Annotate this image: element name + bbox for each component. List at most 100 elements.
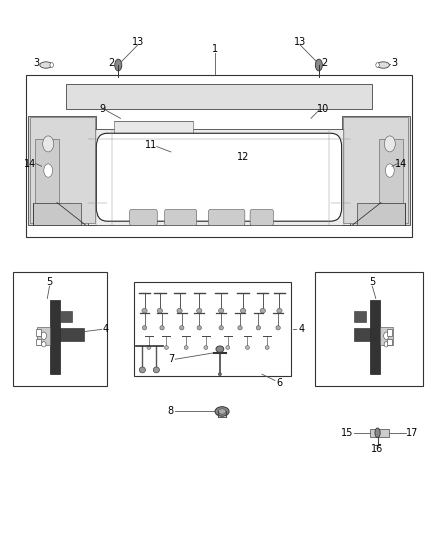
Ellipse shape	[40, 62, 52, 68]
Bar	[354, 328, 370, 341]
Ellipse shape	[277, 308, 282, 313]
Ellipse shape	[139, 367, 145, 373]
Bar	[370, 429, 389, 437]
Ellipse shape	[115, 59, 122, 71]
Text: 14: 14	[395, 159, 407, 168]
Text: 2: 2	[321, 58, 327, 68]
Ellipse shape	[384, 136, 395, 152]
Ellipse shape	[315, 59, 322, 71]
Bar	[26, 75, 412, 237]
Text: 17: 17	[406, 428, 418, 438]
Text: 1: 1	[212, 44, 218, 54]
Bar	[28, 116, 96, 225]
Ellipse shape	[375, 428, 380, 438]
Bar	[50, 300, 60, 374]
Bar	[35, 139, 59, 203]
Text: 7: 7	[168, 354, 174, 364]
Bar	[387, 329, 392, 336]
Ellipse shape	[147, 346, 151, 350]
FancyBboxPatch shape	[130, 209, 157, 225]
Text: 2: 2	[109, 58, 115, 68]
Ellipse shape	[218, 409, 226, 414]
FancyBboxPatch shape	[208, 209, 245, 225]
Bar	[370, 300, 380, 374]
Ellipse shape	[256, 326, 261, 330]
Bar	[343, 117, 408, 223]
Ellipse shape	[276, 326, 280, 330]
Bar	[134, 282, 291, 376]
Bar	[60, 311, 72, 322]
Ellipse shape	[160, 326, 164, 330]
Ellipse shape	[142, 308, 147, 313]
Ellipse shape	[197, 326, 201, 330]
Text: 8: 8	[168, 407, 174, 416]
Text: 3: 3	[391, 58, 397, 68]
Bar	[36, 339, 41, 345]
Text: 12: 12	[237, 152, 249, 162]
Bar	[380, 327, 393, 345]
Text: 9: 9	[100, 104, 106, 114]
Ellipse shape	[245, 346, 249, 350]
Ellipse shape	[377, 62, 389, 68]
FancyBboxPatch shape	[165, 209, 197, 225]
Ellipse shape	[376, 63, 379, 68]
Text: 14: 14	[24, 159, 36, 168]
Bar	[33, 203, 81, 225]
Ellipse shape	[226, 346, 230, 350]
Ellipse shape	[184, 346, 188, 350]
Ellipse shape	[50, 63, 53, 68]
Bar	[387, 339, 392, 345]
Ellipse shape	[180, 326, 184, 330]
Ellipse shape	[265, 346, 269, 350]
FancyBboxPatch shape	[96, 133, 342, 221]
Ellipse shape	[197, 308, 202, 313]
Bar	[37, 327, 50, 345]
Text: 4: 4	[298, 324, 304, 334]
Text: 13: 13	[294, 37, 306, 46]
Text: 13: 13	[132, 37, 144, 46]
Ellipse shape	[44, 164, 53, 177]
Bar	[342, 116, 410, 225]
Text: 16: 16	[371, 445, 384, 454]
Bar	[114, 121, 193, 150]
Ellipse shape	[384, 332, 389, 340]
Ellipse shape	[216, 346, 224, 352]
Ellipse shape	[219, 326, 223, 330]
Ellipse shape	[219, 308, 224, 313]
Bar	[357, 203, 405, 225]
Text: 3: 3	[33, 58, 39, 68]
Text: 5: 5	[46, 278, 53, 287]
Text: 11: 11	[145, 140, 157, 150]
Bar	[354, 311, 366, 322]
Text: 10: 10	[317, 104, 329, 114]
Bar	[30, 117, 95, 223]
Ellipse shape	[260, 308, 265, 313]
Ellipse shape	[153, 367, 159, 373]
Bar	[66, 84, 372, 109]
Ellipse shape	[142, 326, 147, 330]
Bar	[379, 139, 403, 203]
Bar	[315, 272, 423, 386]
Ellipse shape	[157, 308, 162, 313]
Ellipse shape	[384, 342, 389, 347]
Ellipse shape	[218, 373, 221, 376]
Ellipse shape	[42, 136, 53, 152]
Bar	[13, 272, 107, 386]
Bar	[36, 329, 41, 336]
Ellipse shape	[204, 346, 208, 350]
FancyBboxPatch shape	[250, 209, 273, 225]
Text: 15: 15	[341, 428, 353, 438]
Ellipse shape	[41, 332, 46, 340]
Ellipse shape	[177, 308, 182, 313]
Ellipse shape	[385, 164, 394, 177]
Bar	[88, 129, 350, 225]
Text: 5: 5	[369, 278, 375, 287]
Ellipse shape	[238, 326, 242, 330]
Bar	[60, 328, 84, 341]
Ellipse shape	[42, 342, 46, 347]
Text: 6: 6	[276, 378, 282, 387]
Text: 4: 4	[103, 325, 109, 334]
Ellipse shape	[215, 407, 229, 416]
Ellipse shape	[164, 346, 168, 350]
Ellipse shape	[240, 308, 246, 313]
